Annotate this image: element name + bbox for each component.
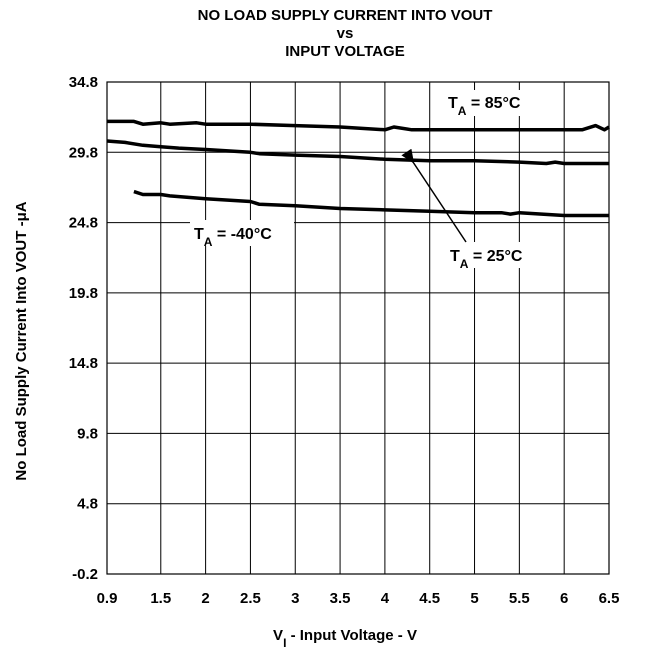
y-tick-labels: -0.2 4.8 9.8 14.8 19.8 24.8 29.8 34.8 (69, 74, 98, 583)
x-tick-label: 3.5 (330, 590, 351, 607)
y-tick-label: -0.2 (72, 566, 98, 583)
x-tick-label: 2 (201, 590, 209, 607)
y-tick-label: 9.8 (77, 425, 98, 442)
x-tick-label: 0.9 (97, 590, 118, 607)
series-line-25c (106, 139, 609, 166)
annotation-tm40-bg (190, 220, 294, 246)
annotation-t25: TA = 25°C (446, 242, 550, 271)
x-tick-label: 5 (470, 590, 478, 607)
x-tick-label: 4 (381, 590, 390, 607)
annotation-t25-bg (446, 242, 550, 268)
x-tick-labels: 0.9 1.5 2 2.5 3 3.5 4 4.5 5 5.5 6 6.5 (97, 590, 620, 607)
x-tick-label: 1.5 (150, 590, 171, 607)
chart-title-line-1: NO LOAD SUPPLY CURRENT INTO VOUT (198, 7, 493, 24)
y-tick-label: 24.8 (69, 215, 98, 232)
annotation-t85-text: TA = 85°C (448, 95, 521, 118)
x-axis-label: VI - Input Voltage - V (273, 627, 417, 650)
x-tick-label: 4.5 (419, 590, 440, 607)
y-axis-label: No Load Supply Current Into VOUT -μA (13, 201, 30, 480)
x-tick-label: 3 (291, 590, 299, 607)
y-tick-label: 29.8 (69, 144, 98, 161)
annotation-tm40-text: TA = -40°C (194, 226, 272, 249)
y-tick-label: 19.8 (69, 285, 98, 302)
annotation-tm40: TA = -40°C (190, 220, 294, 249)
series-line-85c (107, 119, 610, 132)
y-tick-label: 34.8 (69, 74, 98, 91)
annotation-t85-bg (444, 90, 550, 116)
x-tick-label: 6 (560, 590, 568, 607)
plot-frame (106, 81, 610, 575)
y-tick-label: 14.8 (69, 355, 98, 372)
annotation-arrow (401, 148, 467, 243)
chart-title-line-2: vs (337, 25, 354, 42)
chart-title-line-3: INPUT VOLTAGE (285, 43, 404, 60)
y-tick-label: 4.8 (77, 496, 98, 513)
annotation-t85: TA = 85°C (444, 90, 550, 118)
series-line-minus40c (133, 189, 609, 218)
x-tick-label: 5.5 (509, 590, 530, 607)
annotation-t25-text: TA = 25°C (450, 248, 523, 271)
x-tick-label: 6.5 (599, 590, 620, 607)
series-layer (106, 119, 610, 218)
grid (106, 81, 610, 575)
x-tick-label: 2.5 (240, 590, 261, 607)
